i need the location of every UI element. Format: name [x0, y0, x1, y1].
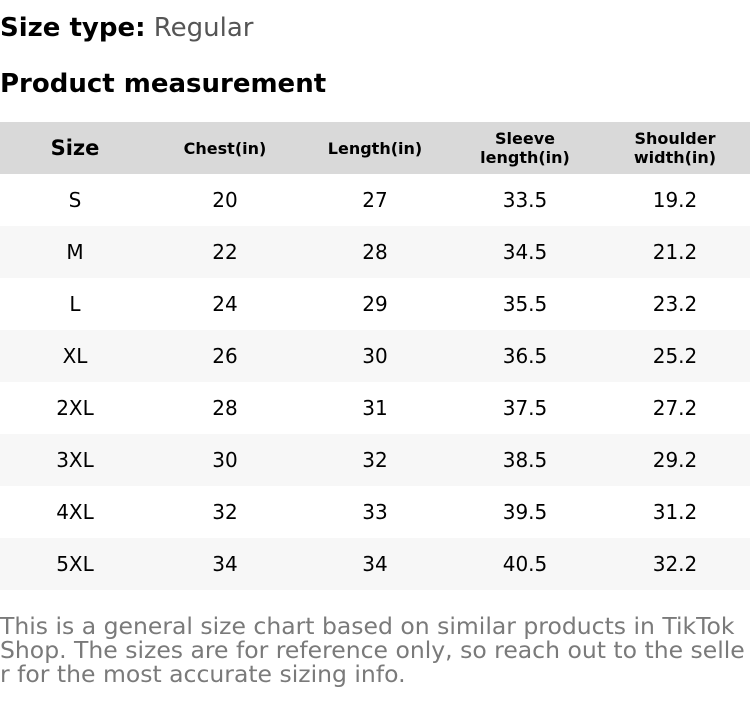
size-chart-table: Size Chest(in) Length(in) Sleeve length(…: [0, 122, 750, 590]
cell-length: 30: [300, 330, 450, 382]
cell-sleeve-length: 37.5: [450, 382, 600, 434]
header-size: Size: [0, 122, 150, 174]
table-row: 3XL 30 32 38.5 29.2: [0, 434, 750, 486]
cell-chest: 28: [150, 382, 300, 434]
table-row: 4XL 32 33 39.5 31.2: [0, 486, 750, 538]
cell-length: 34: [300, 538, 450, 590]
table-row: S 20 27 33.5 19.2: [0, 174, 750, 226]
size-type-value: Regular: [153, 13, 254, 43]
cell-shoulder-width: 29.2: [600, 434, 750, 486]
cell-chest: 22: [150, 226, 300, 278]
cell-length: 33: [300, 486, 450, 538]
table-row: M 22 28 34.5 21.2: [0, 226, 750, 278]
cell-size: L: [0, 278, 150, 330]
cell-size: S: [0, 174, 150, 226]
cell-shoulder-width: 27.2: [600, 382, 750, 434]
cell-shoulder-width: 21.2: [600, 226, 750, 278]
cell-shoulder-width: 25.2: [600, 330, 750, 382]
cell-chest: 32: [150, 486, 300, 538]
cell-chest: 30: [150, 434, 300, 486]
cell-chest: 20: [150, 174, 300, 226]
cell-sleeve-length: 39.5: [450, 486, 600, 538]
header-row: Size Chest(in) Length(in) Sleeve length(…: [0, 122, 750, 174]
cell-size: XL: [0, 330, 150, 382]
cell-shoulder-width: 32.2: [600, 538, 750, 590]
header-length: Length(in): [300, 122, 450, 174]
cell-length: 31: [300, 382, 450, 434]
cell-size: M: [0, 226, 150, 278]
section-title: Product measurement: [0, 69, 327, 99]
table-header: Size Chest(in) Length(in) Sleeve length(…: [0, 122, 750, 174]
cell-sleeve-length: 34.5: [450, 226, 600, 278]
cell-sleeve-length: 35.5: [450, 278, 600, 330]
table-body: S 20 27 33.5 19.2 M 22 28 34.5 21.2 L 24…: [0, 174, 750, 590]
table-row: XL 26 30 36.5 25.2: [0, 330, 750, 382]
header-chest: Chest(in): [150, 122, 300, 174]
cell-chest: 24: [150, 278, 300, 330]
size-type-line: Size type: Regular: [0, 12, 253, 44]
cell-shoulder-width: 31.2: [600, 486, 750, 538]
cell-length: 27: [300, 174, 450, 226]
size-chart-disclaimer: This is a general size chart based on si…: [0, 612, 745, 688]
cell-length: 32: [300, 434, 450, 486]
cell-sleeve-length: 36.5: [450, 330, 600, 382]
header-sleeve-length: Sleeve length(in): [450, 122, 600, 174]
cell-length: 29: [300, 278, 450, 330]
cell-shoulder-width: 19.2: [600, 174, 750, 226]
cell-size: 4XL: [0, 486, 150, 538]
cell-sleeve-length: 33.5: [450, 174, 600, 226]
cell-chest: 34: [150, 538, 300, 590]
table-row: 2XL 28 31 37.5 27.2: [0, 382, 750, 434]
cell-sleeve-length: 38.5: [450, 434, 600, 486]
cell-size: 3XL: [0, 434, 150, 486]
table-row: 5XL 34 34 40.5 32.2: [0, 538, 750, 590]
size-type-label: Size type:: [0, 13, 146, 43]
cell-size: 5XL: [0, 538, 150, 590]
cell-sleeve-length: 40.5: [450, 538, 600, 590]
cell-shoulder-width: 23.2: [600, 278, 750, 330]
table-row: L 24 29 35.5 23.2: [0, 278, 750, 330]
cell-chest: 26: [150, 330, 300, 382]
cell-size: 2XL: [0, 382, 150, 434]
cell-length: 28: [300, 226, 450, 278]
header-shoulder-width: Shoulder width(in): [600, 122, 750, 174]
